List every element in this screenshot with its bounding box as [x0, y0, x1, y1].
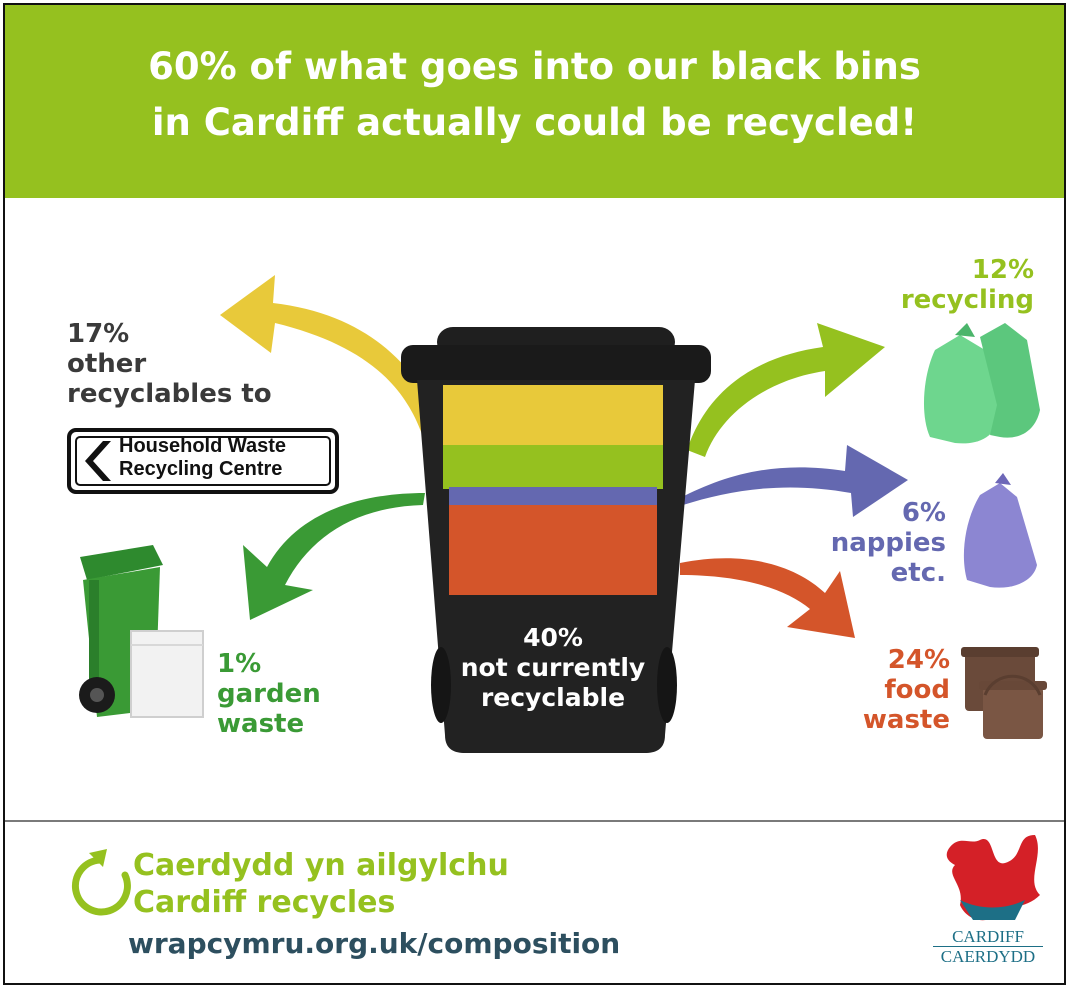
recycling-text: recycling [900, 285, 1034, 315]
not-recyclable-line-2: recyclable [480, 683, 626, 712]
nappies-line-1: nappies [830, 528, 946, 558]
dragon-crest-icon [946, 835, 1040, 921]
council-name-welsh: CAERDYDD [940, 947, 1036, 966]
infographic-card: 60% of what goes into our black bins in … [3, 3, 1066, 985]
sign-line-1: Household Waste [119, 435, 287, 457]
not-recyclable-label: 40% not currently recyclable [445, 623, 661, 713]
headline: 60% of what goes into our black bins in … [5, 39, 1064, 151]
footer-divider [5, 820, 1064, 822]
council-name-english: CARDIFF [933, 927, 1043, 947]
not-recyclable-percent: 40% [523, 623, 583, 652]
purple-bag-icon [963, 473, 1037, 588]
recycle-arrow-icon [71, 849, 131, 916]
other-recyclables-line-2: recyclables to [67, 379, 272, 409]
garden-waste-label: 1% garden waste [217, 649, 321, 739]
black-bin-icon [401, 327, 711, 753]
tagline: Caerdydd yn ailgylchu Cardiff recycles [133, 847, 509, 921]
food-waste-percent: 24% [887, 645, 950, 675]
orange-arrow-icon [680, 558, 855, 638]
purple-arrow-icon [680, 445, 908, 517]
not-recyclable-line-1: not currently [460, 653, 646, 682]
tagline-english: Cardiff recycles [133, 885, 396, 920]
headline-line-2: in Cardiff actually could be recycled! [151, 101, 918, 144]
food-waste-line-2: waste [862, 705, 950, 735]
header-banner: 60% of what goes into our black bins in … [5, 5, 1064, 198]
green-wheelie-bin-icon [79, 545, 204, 718]
sign-text: Household Waste Recycling Centre [119, 435, 286, 481]
garden-waste-line-2: waste [217, 709, 305, 739]
nappies-percent: 6% [901, 498, 946, 528]
garden-waste-percent: 1% [217, 649, 262, 679]
food-waste-label: 24% food waste [863, 645, 950, 735]
sign-line-2: Recycling Centre [119, 458, 283, 480]
nappies-line-2: etc. [890, 558, 946, 588]
food-waste-line-1: food [884, 675, 950, 705]
green-garden-arrow-icon [243, 493, 425, 620]
recycling-label: 12% recycling [901, 255, 1034, 315]
tagline-welsh: Caerdydd yn ailgylchu [133, 848, 509, 883]
headline-line-1: 60% of what goes into our black bins [148, 45, 921, 88]
garden-waste-line-1: garden [217, 679, 321, 709]
other-recyclables-line-1: other [67, 349, 147, 379]
nappies-label: 6% nappies etc. [831, 498, 946, 588]
light-green-arrow-icon [687, 323, 885, 457]
other-recyclables-percent: 17% [67, 319, 130, 349]
composition-link[interactable]: wrapcymru.org.uk/composition [128, 927, 621, 960]
other-recyclables-label: 17% other recyclables to [67, 319, 272, 409]
council-name: CARDIFF CAERDYDD [933, 927, 1043, 966]
chevron-left-icon [85, 441, 111, 481]
hwrc-sign: Household Waste Recycling Centre [67, 428, 339, 494]
green-bags-icon [923, 323, 1040, 444]
illustration-layer [71, 275, 1047, 921]
sign-border [75, 436, 331, 486]
recycling-percent: 12% [971, 255, 1034, 285]
yellow-arrow-icon [220, 275, 443, 437]
food-caddy-icon [961, 647, 1047, 739]
